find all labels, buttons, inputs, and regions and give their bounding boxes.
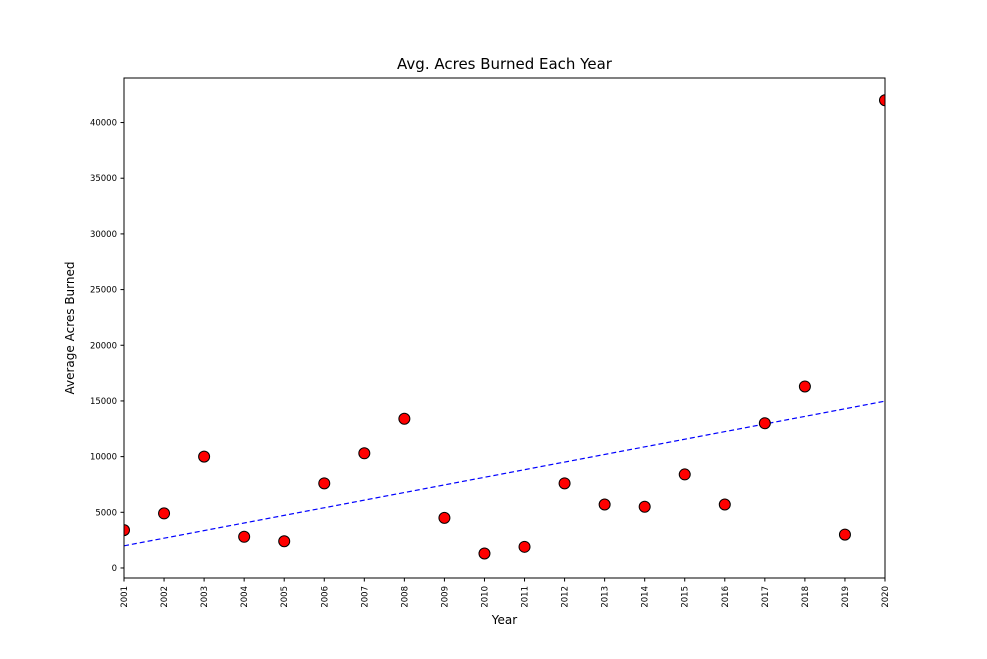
data-point — [879, 94, 885, 107]
x-tick-label: 2008 — [400, 586, 410, 608]
trend-line — [124, 400, 885, 547]
data-point — [638, 500, 651, 513]
x-tick-label: 2011 — [521, 586, 531, 608]
x-tick-label: 2013 — [601, 586, 611, 608]
x-tick-label: 2001 — [120, 586, 130, 608]
x-tick-label: 2004 — [240, 586, 250, 608]
chart-title: Avg. Acres Burned Each Year — [397, 55, 612, 73]
x-tick-label: 2016 — [721, 586, 731, 608]
data-point — [238, 530, 251, 543]
data-point — [558, 477, 571, 490]
data-point — [124, 524, 130, 537]
data-point — [678, 468, 691, 481]
y-tick-label: 5000 — [95, 508, 117, 518]
x-tick-label: 2019 — [841, 586, 851, 608]
data-point — [838, 528, 851, 541]
plot-border — [123, 77, 886, 579]
data-point — [358, 447, 371, 460]
data-point — [198, 450, 211, 463]
x-tick-label: 2006 — [320, 586, 330, 608]
y-tick-label: 10000 — [90, 453, 117, 463]
data-point — [478, 547, 491, 560]
y-tick-label: 35000 — [90, 174, 117, 184]
y-tick-label: 40000 — [90, 119, 117, 129]
data-point — [518, 540, 531, 553]
data-point — [438, 511, 451, 524]
data-point — [278, 535, 291, 548]
data-point — [158, 507, 171, 520]
data-point — [758, 417, 771, 430]
x-tick-label: 2020 — [881, 586, 891, 608]
data-point — [718, 498, 731, 511]
x-tick-label: 2015 — [681, 586, 691, 608]
x-tick-label: 2018 — [801, 586, 811, 608]
x-tick-label: 2010 — [480, 586, 490, 608]
x-tick-label: 2009 — [440, 586, 450, 608]
y-tick-label: 0 — [112, 564, 117, 574]
x-tick-label: 2005 — [280, 586, 290, 608]
data-point — [318, 477, 331, 490]
x-tick-label: 2014 — [641, 586, 651, 608]
data-point — [398, 412, 411, 425]
y-tick-label: 15000 — [90, 397, 117, 407]
y-tick-label: 20000 — [90, 341, 117, 351]
x-tick-label: 2003 — [200, 586, 210, 608]
y-tick-label: 25000 — [90, 286, 117, 296]
y-axis-label: Average Acres Burned — [63, 261, 77, 395]
x-tick-label: 2007 — [360, 586, 370, 608]
x-tick-label: 2002 — [160, 586, 170, 608]
data-point — [598, 498, 611, 511]
x-tick-label: 2012 — [561, 586, 571, 608]
y-tick-label: 30000 — [90, 230, 117, 240]
x-axis-label: Year — [491, 613, 518, 627]
x-tick-label: 2017 — [761, 586, 771, 608]
data-point — [798, 380, 811, 393]
